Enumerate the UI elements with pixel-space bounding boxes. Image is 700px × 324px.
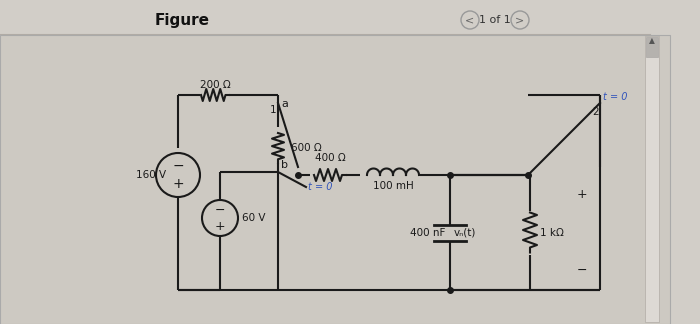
Text: +: + bbox=[215, 219, 225, 233]
Text: +: + bbox=[577, 189, 587, 202]
Text: 1: 1 bbox=[270, 105, 276, 115]
Text: +: + bbox=[172, 177, 184, 191]
FancyBboxPatch shape bbox=[645, 36, 659, 322]
Text: >: > bbox=[515, 15, 524, 25]
Text: −: − bbox=[577, 263, 587, 276]
Text: −: − bbox=[172, 159, 184, 173]
Text: vₙ(t): vₙ(t) bbox=[454, 227, 477, 237]
Text: <: < bbox=[466, 15, 475, 25]
Text: t = 0: t = 0 bbox=[603, 92, 627, 102]
Text: b: b bbox=[281, 160, 288, 170]
Text: 200 Ω: 200 Ω bbox=[199, 80, 230, 90]
FancyBboxPatch shape bbox=[646, 37, 658, 57]
Text: Figure: Figure bbox=[155, 13, 210, 28]
FancyBboxPatch shape bbox=[0, 35, 670, 324]
Text: 2: 2 bbox=[592, 107, 598, 117]
Text: 160 V: 160 V bbox=[136, 170, 166, 180]
Text: 600 Ω: 600 Ω bbox=[291, 143, 322, 153]
Text: 1 kΩ: 1 kΩ bbox=[540, 227, 564, 237]
Text: 400 Ω: 400 Ω bbox=[314, 153, 345, 163]
Text: −: − bbox=[215, 203, 225, 216]
Text: 400 nF: 400 nF bbox=[410, 227, 445, 237]
Text: ▲: ▲ bbox=[649, 37, 655, 45]
Text: 60 V: 60 V bbox=[242, 213, 265, 223]
Text: 1 of 1: 1 of 1 bbox=[479, 15, 511, 25]
Text: a: a bbox=[281, 99, 288, 109]
Text: t = 0: t = 0 bbox=[308, 182, 332, 192]
Text: 100 mH: 100 mH bbox=[372, 181, 414, 191]
